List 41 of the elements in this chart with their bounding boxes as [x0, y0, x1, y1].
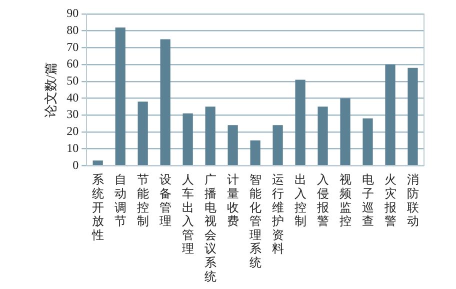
bar [318, 106, 328, 165]
bar [138, 102, 148, 165]
bar [228, 125, 238, 165]
bar [250, 140, 260, 165]
y-tick-label: 90 [66, 6, 79, 20]
x-tick-label: 节能控制 [136, 172, 149, 228]
x-tick-label: 智能化管理系统 [249, 172, 262, 270]
x-tick-label: 广播电视会议系统 [204, 172, 216, 284]
bar [182, 113, 193, 165]
bar [272, 125, 283, 165]
x-tick-label: 自动调节 [114, 172, 126, 228]
x-tick-label: 视频监控 [339, 172, 352, 228]
x-tick-label: 入侵报警 [316, 172, 329, 228]
x-tick-label: 设备管理 [159, 172, 172, 228]
bar [340, 98, 350, 165]
x-tick-label: 出入控制 [294, 172, 306, 228]
x-tick-label: 运行维护资料 [270, 172, 284, 256]
y-tick-label: 0 [72, 158, 79, 172]
bar [408, 68, 418, 165]
x-tick-label: 系统开放性 [90, 172, 104, 242]
bar [92, 160, 103, 165]
x-tick-label: 电子巡查 [362, 172, 374, 228]
x-tick-label: 人车出入管理 [182, 172, 194, 256]
y-axis-title: 论文数/篇 [43, 62, 58, 118]
y-tick-label: 70 [66, 40, 79, 54]
bar [115, 27, 126, 165]
y-tick-label: 60 [66, 56, 79, 71]
x-tick-label: 计量收费 [226, 172, 239, 228]
y-tick-label: 80 [66, 23, 79, 37]
y-tick-label: 20 [66, 124, 79, 138]
y-tick-label: 10 [66, 140, 79, 155]
y-tick-label: 40 [66, 90, 79, 104]
bar [205, 106, 216, 165]
x-tick-label: 消防联动 [406, 172, 419, 228]
bar [385, 64, 396, 165]
y-tick-label: 30 [66, 107, 79, 122]
bar [362, 118, 373, 165]
bar [295, 80, 306, 165]
x-tick-label: 火灾报警 [383, 172, 396, 228]
bar [160, 39, 170, 165]
y-tick-label: 50 [66, 74, 79, 88]
